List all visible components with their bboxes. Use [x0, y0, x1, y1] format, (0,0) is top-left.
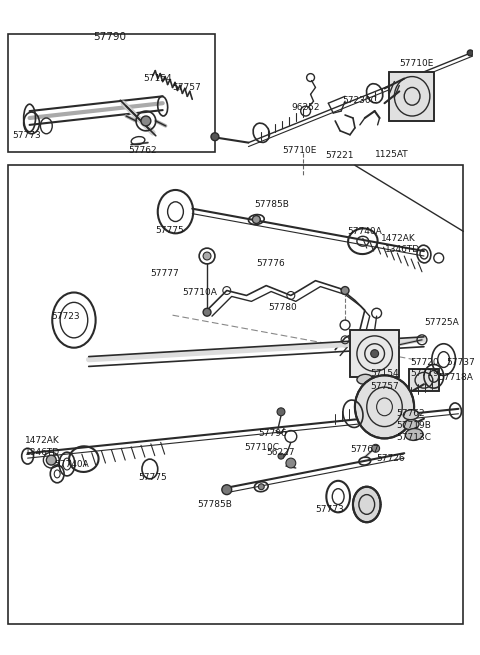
Circle shape: [277, 408, 285, 416]
Ellipse shape: [353, 487, 381, 522]
Circle shape: [141, 116, 151, 126]
Text: 57713C: 57713C: [396, 432, 432, 441]
Circle shape: [286, 458, 296, 468]
Text: 57725A: 57725A: [424, 318, 459, 327]
Ellipse shape: [403, 420, 419, 430]
Bar: [389, 71, 434, 121]
Ellipse shape: [405, 428, 423, 440]
Circle shape: [468, 50, 473, 56]
Circle shape: [203, 252, 211, 260]
Circle shape: [211, 133, 219, 141]
Text: 57780: 57780: [268, 303, 297, 312]
Text: 57723: 57723: [51, 312, 80, 321]
Text: 57762: 57762: [128, 145, 157, 155]
Text: 57775: 57775: [138, 473, 167, 482]
Text: 57718A: 57718A: [439, 373, 474, 383]
Text: 57757: 57757: [172, 83, 201, 92]
Text: 57767: 57767: [350, 445, 379, 455]
Bar: [8, 34, 215, 153]
Circle shape: [252, 215, 260, 223]
Text: 57785B: 57785B: [197, 500, 232, 508]
Circle shape: [341, 287, 349, 295]
Text: 57154: 57154: [371, 369, 399, 379]
Text: 57777: 57777: [150, 269, 179, 278]
Text: 57154: 57154: [143, 73, 171, 83]
Text: 57773: 57773: [315, 506, 344, 514]
Text: 57710E: 57710E: [399, 59, 433, 68]
Bar: [350, 330, 399, 377]
Text: 57785B: 57785B: [254, 200, 289, 209]
Circle shape: [222, 485, 232, 495]
Text: 57790: 57790: [94, 32, 127, 42]
Text: 57796: 57796: [258, 428, 287, 438]
Text: 57710E: 57710E: [282, 145, 316, 155]
Bar: [409, 369, 439, 391]
Text: 57740A: 57740A: [54, 460, 89, 469]
Ellipse shape: [355, 375, 414, 438]
Text: 1472AK: 1472AK: [381, 234, 415, 243]
Circle shape: [258, 484, 264, 490]
Text: 56227: 56227: [266, 448, 295, 457]
Ellipse shape: [371, 350, 379, 358]
Text: 96252: 96252: [292, 103, 320, 112]
Text: 57719B: 57719B: [396, 421, 431, 430]
Text: 57775: 57775: [156, 227, 184, 235]
Bar: [389, 71, 434, 121]
Text: 57773: 57773: [12, 131, 41, 140]
Circle shape: [203, 309, 211, 316]
Text: 1472AK: 1472AK: [24, 436, 60, 445]
Text: 57710C: 57710C: [244, 443, 279, 453]
Circle shape: [372, 444, 380, 452]
Ellipse shape: [362, 386, 378, 396]
Text: 57757: 57757: [371, 383, 399, 391]
Text: 57740A: 57740A: [347, 227, 382, 236]
Text: 57230C: 57230C: [342, 96, 377, 105]
Text: 57776: 57776: [256, 259, 285, 268]
Text: 57221: 57221: [325, 151, 354, 160]
Text: 1346TD: 1346TD: [384, 245, 420, 254]
Text: 57720: 57720: [410, 358, 439, 367]
Text: 57726: 57726: [377, 454, 405, 463]
Circle shape: [278, 453, 284, 459]
Text: 1346TD: 1346TD: [24, 448, 60, 457]
Circle shape: [47, 455, 56, 465]
Text: 57762: 57762: [396, 409, 425, 418]
Ellipse shape: [403, 410, 419, 420]
Text: 57737: 57737: [446, 358, 475, 367]
Bar: [350, 330, 399, 377]
Text: 57710A: 57710A: [182, 288, 217, 297]
Bar: [409, 369, 439, 391]
Text: 1125AT: 1125AT: [375, 149, 408, 159]
Text: 57719: 57719: [410, 369, 439, 379]
Ellipse shape: [357, 374, 372, 384]
Bar: [8, 165, 463, 624]
